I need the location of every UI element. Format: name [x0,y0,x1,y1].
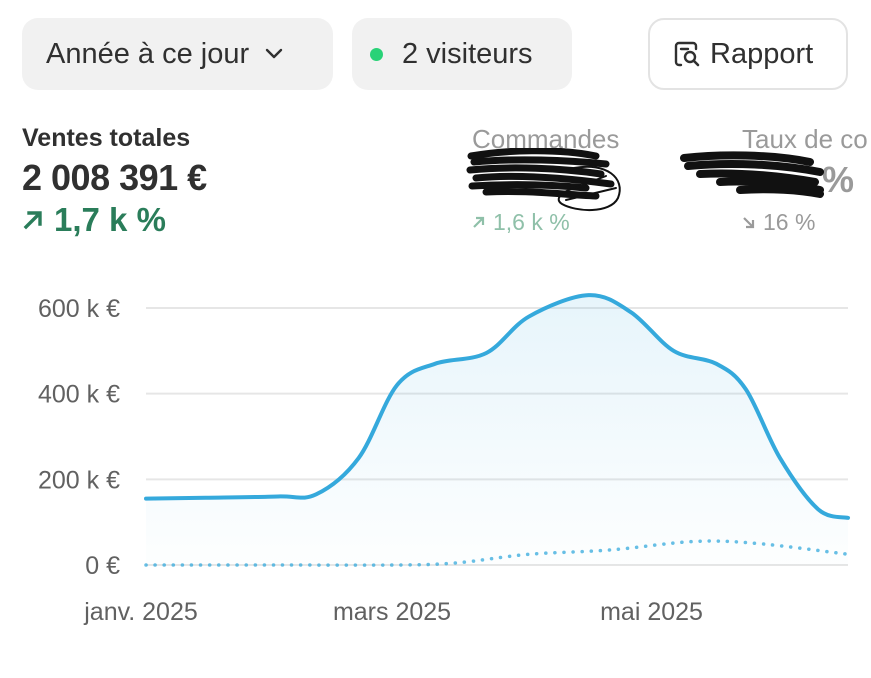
y-axis-ticks: 0 € 200 k € 400 k € 600 k € [38,295,120,580]
visitors-label: 2 visiteurs [402,37,533,70]
redaction-scribble-conversion [680,151,824,198]
y-tick-label: 600 k € [38,295,120,323]
arrow-up-right-icon [472,216,485,229]
x-axis-ticks: janv. 2025 mars 2025 mai 2025 [83,598,703,626]
series-area-fill [146,295,848,565]
metric-change: 1,7 k % [22,201,207,239]
metric-value: % [742,159,868,200]
online-status-dot [370,47,383,61]
y-tick-label: 200 k € [38,466,120,494]
chart-series [144,293,850,567]
metric-change: 1,6 k % [472,209,619,236]
metric-change-value: 16 % [763,209,816,235]
x-tick-label: mars 2025 [333,598,451,626]
x-tick-label: mai 2025 [600,598,703,626]
redaction-scribble-orders [466,148,621,212]
y-tick-label: 0 € [85,552,120,580]
metric-total-sales[interactable]: Ventes totales 2 008 391 € 1,7 k % [22,124,207,239]
metric-label: Taux de co [742,124,868,154]
report-label: Rapport [710,37,814,70]
y-tick-label: 400 k € [38,381,120,409]
sales-line-chart: 0 € 200 k € 400 k € 600 k € janv. 2025 mars … [38,293,850,626]
metric-change: 16 % [742,209,868,236]
metric-label: Ventes totales [22,124,191,152]
arrow-up-right-icon [22,209,44,231]
comparison-series-line [144,539,850,567]
sales-series-line [144,293,850,520]
report-button[interactable]: Rapport [648,18,848,90]
date-range-label: Année à ce jour [46,37,250,70]
report-search-icon [672,39,702,69]
metric-conversion-rate[interactable]: Taux de co % 16 % [742,124,871,244]
metric-value: 2 008 391 € [22,157,207,198]
metric-change-value: 1,6 k % [493,209,570,235]
x-tick-label: janv. 2025 [83,598,198,626]
metric-change-value: 1,7 k % [54,201,166,238]
chevron-down-icon [263,43,285,65]
metric-value-suffix: % [822,159,854,200]
live-visitors-button[interactable]: 2 visiteurs [352,18,572,90]
date-range-selector[interactable]: Année à ce jour [22,18,333,90]
arrow-down-right-icon [742,216,755,229]
